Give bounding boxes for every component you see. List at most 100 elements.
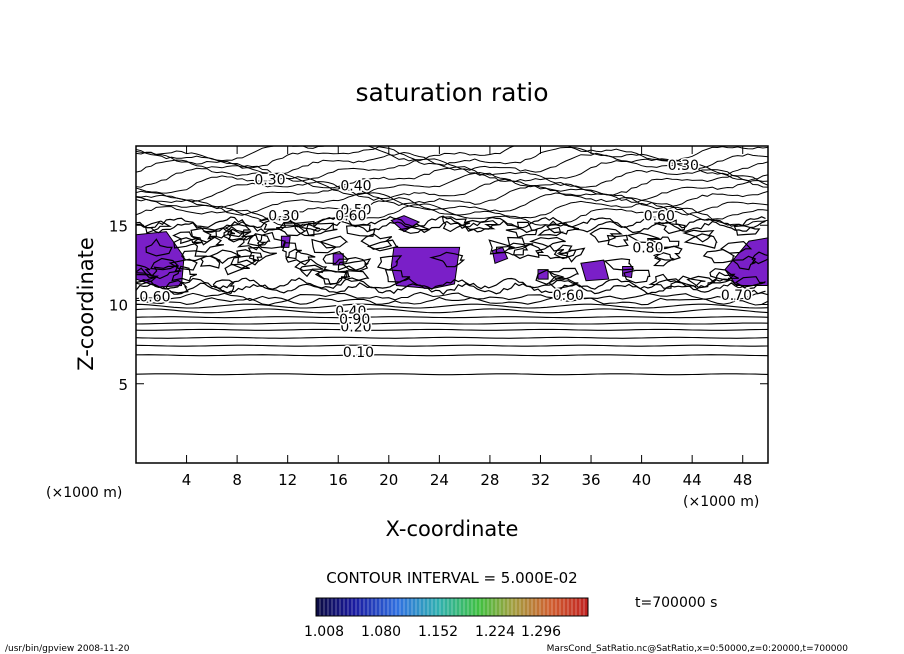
contour-labels: 0.100.200.300.300.300.400.400.500.60 0.60… [138,157,754,363]
contour-line [652,245,683,261]
contour-line [136,267,159,285]
contour-label: 0.10 [343,345,374,361]
contour-label: 0.60 [644,209,675,225]
contour-line [136,197,768,222]
contour-line [136,322,768,325]
y-tick-label: 15 [109,217,128,235]
contour-line [136,203,768,228]
x-unit-left: (×1000 m) [46,485,122,501]
contour-line [190,227,218,246]
contour-line [603,258,635,271]
contour-label: 0.30 [668,158,699,174]
colorbar-tick-label: 1.224 [475,624,515,640]
contour-line [589,227,623,243]
contour-line [683,233,718,249]
colorbar-tick-label: 1.152 [418,624,458,640]
x-tick-label: 36 [581,471,600,489]
x-tick-label: 4 [182,471,192,489]
contour-line [513,243,545,260]
contour-line [136,178,768,203]
contour-line [136,171,768,197]
x-tick-label: 8 [232,471,242,489]
footer-left: /usr/bin/gpview 2008-11-20 [5,644,130,654]
contour-line [557,247,586,263]
contour-line [548,267,580,281]
contour-line [192,236,225,253]
contour-label: 0.80 [632,240,663,256]
contour-line [145,238,173,257]
colorbar [315,597,589,617]
x-tick-label: 40 [632,471,651,489]
contour-line [144,220,173,234]
colorbar-ticks: 1.008 1.080 1.152 1.224 1.296 [304,624,561,640]
contour-label: 0.50 [340,202,371,218]
contour-line [686,275,717,289]
contour-line [654,219,686,235]
contour-line [136,328,768,331]
contour-line [136,158,768,182]
contour-label: 0.60 [553,288,584,304]
contour-line [495,242,529,256]
contour-label: 0.40 [335,304,366,320]
contour-line [676,275,706,288]
contour-line [224,223,252,238]
contour-line [429,251,466,268]
contour-line [623,269,651,284]
y-tick-label: 5 [118,376,128,394]
contour-line [173,237,203,249]
x-tick-label: 32 [531,471,550,489]
contour-line [136,344,768,347]
contour-label: 0.60 [335,209,366,225]
x-tick-label: 48 [733,471,752,489]
contour-line [311,238,338,254]
contour-line [553,244,577,260]
contour-line [305,222,338,236]
contour-label: 0.70 [721,288,752,304]
x-tick-label: 44 [683,471,702,489]
contour-line [682,229,715,243]
contour-line [546,223,580,235]
contour-line [209,249,241,264]
contour-line [224,263,250,276]
contour-line [172,231,201,245]
supersaturation-region [491,246,509,264]
contour-line [384,269,411,283]
y-tick-label: 10 [109,297,128,315]
contour-line [316,268,351,285]
contour-line [136,272,156,284]
contour-line [136,264,153,276]
x-tick-label: 20 [379,471,398,489]
contour-line [199,255,221,269]
contour-line [236,234,268,251]
contour-line [606,234,629,248]
contour-line [275,225,308,237]
contour-line [136,151,768,176]
contour-line [258,217,294,231]
contour-line [136,220,766,234]
time-label: t=700000 s [635,595,717,611]
contour-line [730,255,757,271]
contour-line [488,239,515,255]
x-tick-label: 12 [278,471,297,489]
contour-line [136,184,768,210]
contour-line [337,256,370,271]
y-axis: 5 10 15 [109,217,768,394]
contour-line [709,268,736,282]
contour-label: 0.40 [340,179,371,195]
colorbar-tick-label: 1.008 [304,624,344,640]
contour-line [535,244,569,260]
contour-line [136,146,768,170]
footer-right: MarsCond_SatRatio.nc@SatRatio,x=0:50000,… [547,644,849,654]
contour-line [168,258,198,271]
contour-line [285,248,316,266]
contour-line [212,279,235,295]
colorbar-tick-label: 1.296 [521,624,561,640]
contour-line [136,316,768,319]
x-tick-label: 28 [480,471,499,489]
contour-line [136,308,768,314]
contour-label: 0.30 [254,172,285,188]
contour-line [626,232,660,244]
contour-line [548,275,579,290]
contour-line [136,296,768,306]
